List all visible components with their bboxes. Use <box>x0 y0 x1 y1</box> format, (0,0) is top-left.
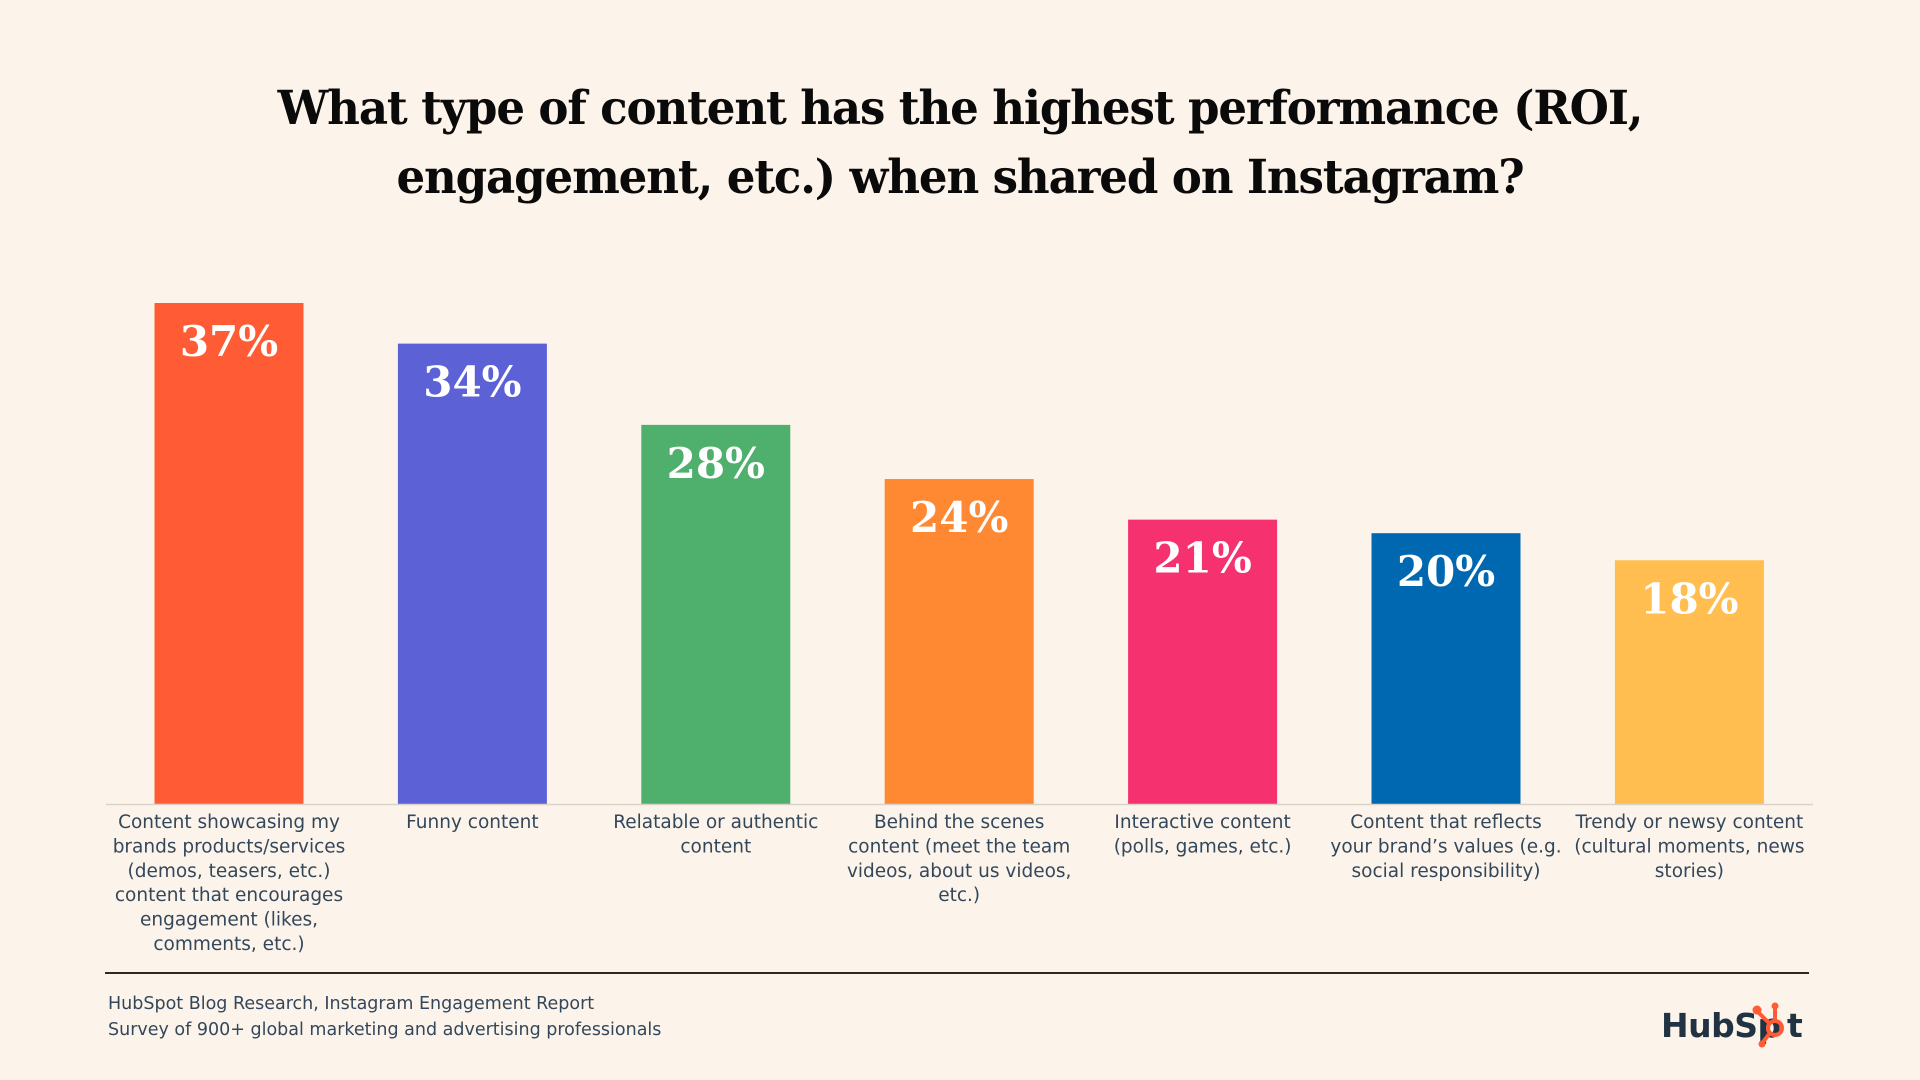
category-label-line: Behind the scenes <box>874 812 1044 833</box>
category-label-line: etc.) <box>938 885 980 906</box>
footer-divider <box>105 972 1809 974</box>
bar-value-label-6: 20% <box>1397 547 1495 596</box>
bar-value-label-5: 21% <box>1153 534 1251 583</box>
category-label-line: comments, etc.) <box>153 934 304 955</box>
chart-title: What type of content has the highest per… <box>38 74 1881 212</box>
bars-group: 37% 34% 28% 24% 21% 20% 18% <box>154 303 1764 804</box>
logo-text-right: t <box>1787 1006 1803 1045</box>
bar-6 <box>1371 533 1521 804</box>
bar-5 <box>1128 519 1278 804</box>
category-label-line: Funny content <box>406 812 538 833</box>
bar-value-label-2: 34% <box>423 358 521 407</box>
category-label-7: Trendy or newsy content (cultural moments… <box>1574 812 1804 882</box>
bar-value-label-3: 28% <box>667 439 765 488</box>
chart-title-line-1: What type of content has the highest per… <box>277 81 1644 136</box>
category-label-line: content <box>680 836 751 857</box>
logo-text-left: HubSp <box>1661 1006 1781 1045</box>
chart-title-line-2: engagement, etc.) when shared on Instagr… <box>396 150 1524 205</box>
footer-survey-line: Survey of 900+ global marketing and adve… <box>108 1020 662 1040</box>
category-label-line: (demos, teasers, etc.) <box>128 861 331 882</box>
category-label-line: social responsibility) <box>1352 861 1541 882</box>
category-label-line: Content showcasing my <box>118 812 340 833</box>
category-label-3: Relatable or authentic content <box>613 812 818 857</box>
hubspot-logo: HubSp t <box>1661 1002 1804 1048</box>
category-label-1: Content showcasing my brands products/ser… <box>113 812 346 955</box>
category-label-5: Interactive content (polls, games, etc.) <box>1114 812 1292 857</box>
category-label-line: content (meet the team <box>848 836 1070 857</box>
category-label-line: Trendy or newsy content <box>1574 812 1803 833</box>
bar-1 <box>154 303 304 804</box>
category-label-line: (cultural moments, news <box>1574 836 1804 857</box>
category-label-line: Relatable or authentic <box>613 812 818 833</box>
category-label-2: Funny content <box>406 812 538 833</box>
sprocket-icon <box>1756 1008 1784 1044</box>
category-label-line: brands products/services <box>113 836 346 857</box>
category-label-line: Interactive content <box>1114 812 1290 833</box>
sprocket-dots <box>1752 1002 1779 1048</box>
category-label-line: Content that reflects <box>1350 812 1542 833</box>
category-label-line: stories) <box>1655 861 1724 882</box>
category-label-line: videos, about us videos, <box>847 861 1071 882</box>
bar-4 <box>884 479 1034 804</box>
category-labels-group: Content showcasing my brands products/ser… <box>113 812 1805 955</box>
category-label-line: engagement (likes, <box>140 910 318 931</box>
bar-value-label-1: 37% <box>180 317 278 366</box>
category-label-line: (polls, games, etc.) <box>1114 836 1292 857</box>
bar-value-label-4: 24% <box>910 493 1008 542</box>
category-label-line: your brand’s values (e.g. <box>1330 836 1561 857</box>
bar-3 <box>641 424 791 804</box>
footer-source-line: HubSpot Blog Research, Instagram Engagem… <box>108 994 595 1014</box>
category-label-line: content that encourages <box>115 885 343 906</box>
bar-2 <box>397 343 547 804</box>
footer-source: HubSpot Blog Research, Instagram Engagem… <box>108 991 661 1043</box>
category-label-4: Behind the scenes content (meet the team v… <box>847 812 1071 906</box>
bar-7 <box>1614 560 1764 804</box>
category-label-6: Content that reflects your brand’s values… <box>1330 812 1561 882</box>
bar-value-label-7: 18% <box>1640 574 1738 623</box>
